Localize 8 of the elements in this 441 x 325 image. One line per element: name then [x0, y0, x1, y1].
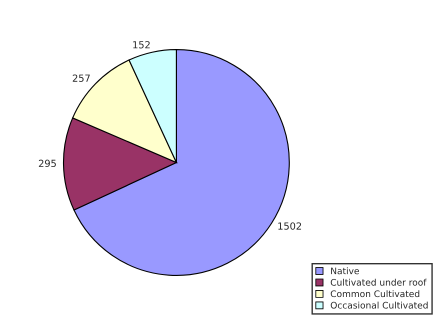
data-label: 1502 [278, 222, 302, 230]
data-label: 257 [72, 74, 90, 82]
data-label: 295 [38, 160, 56, 168]
legend-label: Common Cultivated [330, 290, 420, 298]
legend-label: Cultivated under roof [330, 278, 427, 286]
legend-label: Occasional Cultivated [330, 302, 428, 309]
legend-label: Native [331, 267, 359, 274]
data-label: 152 [133, 41, 150, 48]
